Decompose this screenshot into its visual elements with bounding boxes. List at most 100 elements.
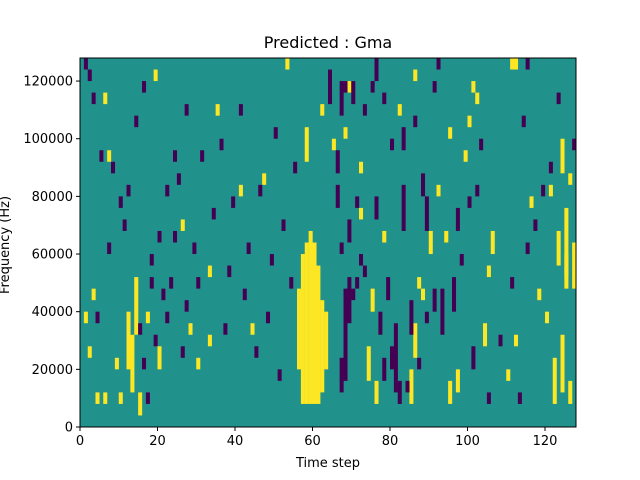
y-tick-label: 60000 — [32, 248, 73, 263]
heatmap-cell-high — [413, 69, 418, 82]
heatmap-cell-high — [467, 115, 472, 128]
heatmap-cell-high — [95, 392, 100, 404]
heatmap-cell-low — [351, 288, 356, 301]
heatmap-cell-low — [138, 323, 143, 335]
heatmap-cell-low — [339, 81, 344, 116]
heatmap-cell-low — [173, 230, 178, 243]
heatmap-cell-high — [490, 230, 495, 255]
heatmap-cell-high — [572, 242, 577, 289]
heatmap-cell-low — [176, 173, 181, 185]
heatmap-cell-low — [149, 254, 154, 266]
heatmap-cell-high — [448, 380, 453, 404]
heatmap-cell-high — [114, 357, 119, 370]
heatmap-cell-high — [103, 92, 108, 105]
heatmap-cell-low — [440, 288, 445, 335]
heatmap-cell-high — [455, 369, 460, 393]
heatmap-cell-low — [417, 357, 422, 370]
heatmap-cell-low — [293, 161, 298, 174]
heatmap-cell-low — [142, 357, 147, 370]
heatmap-cell-low — [525, 242, 530, 255]
heatmap-cell-high — [250, 323, 255, 335]
heatmap-cell-low — [397, 380, 402, 404]
heatmap-cell-low — [374, 58, 379, 82]
heatmap-cell-low — [424, 311, 429, 324]
heatmap-cell-high — [130, 334, 135, 393]
heatmap-cell-low — [382, 357, 387, 381]
heatmap-cell-low — [246, 242, 251, 255]
heatmap-cell-low — [231, 196, 236, 208]
heatmap-cell-high — [83, 311, 88, 324]
heatmap-cell-low — [436, 58, 441, 70]
heatmap-cell-low — [401, 184, 406, 231]
heatmap-cell-low — [238, 104, 243, 116]
heatmap-cell-high — [463, 150, 468, 162]
heatmap-cell-high — [444, 230, 449, 243]
heatmap-cell-low — [479, 138, 484, 151]
heatmap-cell-high — [564, 207, 569, 289]
y-tick-label: 40000 — [32, 305, 73, 320]
heatmap-cell-high — [556, 230, 561, 266]
heatmap-cell-low — [498, 334, 503, 347]
heatmap-cell-low — [510, 277, 515, 289]
x-axis-title: Time step — [295, 456, 360, 471]
heatmap-cell-low — [548, 161, 553, 174]
x-tick-label: 120 — [533, 434, 558, 449]
heatmap-cell-low — [273, 127, 278, 139]
heatmap-cell-low — [432, 81, 437, 93]
heatmap-cell-high — [510, 58, 515, 70]
heatmap-cell-low — [335, 150, 340, 174]
heatmap-cell-low — [475, 184, 480, 197]
heatmap-cell-low — [355, 277, 360, 289]
x-axis: 0 20 40 60 80 100 120 — [76, 427, 558, 449]
heatmap-cell-low — [452, 277, 457, 312]
heatmap-cell-low — [541, 184, 546, 197]
heatmap-cell-high — [564, 254, 569, 278]
heatmap-cell-low — [467, 196, 472, 208]
heatmap-cell-low — [196, 277, 201, 289]
heatmap-cell-high — [308, 230, 313, 404]
heatmap-cell-high — [262, 173, 267, 185]
heatmap-cell-high — [436, 184, 441, 197]
y-tick-label: 20000 — [32, 363, 73, 378]
heatmap-cell-high — [238, 184, 243, 197]
heatmap-cell-high — [285, 58, 290, 70]
heatmap-cell-high — [506, 369, 511, 381]
heatmap-cell-low — [99, 150, 104, 162]
heatmap-cell-high — [409, 369, 414, 404]
heatmap-cell-low — [343, 288, 348, 381]
heatmap-cell-low — [161, 288, 166, 301]
heatmap-cell-low — [459, 254, 464, 266]
heatmap-cell-high — [428, 230, 433, 255]
heatmap-cell-low — [118, 196, 123, 208]
x-tick-label: 60 — [304, 434, 321, 449]
heatmap-cell-high — [304, 127, 309, 162]
heatmap-cell-low — [525, 58, 530, 70]
x-tick-label: 0 — [76, 434, 84, 449]
heatmap-cell-low — [362, 265, 367, 278]
heatmap-cell-high — [207, 334, 212, 347]
heatmap-cell-low — [343, 81, 348, 93]
heatmap-cell-low — [432, 288, 437, 312]
heatmap-cell-high — [91, 288, 96, 301]
heatmap-cell-low — [157, 230, 162, 243]
heatmap-cell-high — [343, 127, 348, 139]
heatmap-cell-low — [351, 81, 356, 105]
heatmap-cell-low — [405, 380, 410, 393]
y-tick-label: 0 — [65, 421, 73, 436]
heatmap-cell-low — [266, 311, 271, 324]
heatmap-cell-high — [475, 92, 480, 105]
x-tick-label: 40 — [227, 434, 244, 449]
heatmap-cell-low — [413, 115, 418, 128]
heatmap-cell-low — [471, 346, 476, 370]
heatmap-cell-high — [300, 254, 305, 404]
heatmap-cell-low — [126, 184, 131, 197]
heatmap-cell-low — [211, 207, 216, 220]
heatmap-cell-high — [545, 311, 550, 324]
heatmap-cell-low — [517, 392, 522, 404]
heatmap-cell-high — [382, 230, 387, 243]
heatmap-cell-high — [421, 288, 426, 301]
heatmap-cell-low — [401, 127, 406, 151]
heatmap-cell-low — [572, 138, 577, 151]
y-axis-title: Frequency (Hz) — [0, 196, 13, 294]
